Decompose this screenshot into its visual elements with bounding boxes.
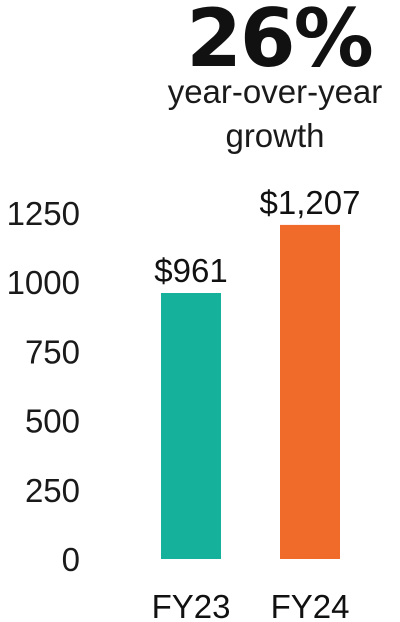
growth-subtitle-line-2: growth (225, 117, 324, 154)
y-tick-label: 250 (25, 472, 80, 509)
value-label-fy23: $961 (154, 252, 227, 289)
y-tick-label: 1250 (7, 195, 80, 232)
y-tick-label: 750 (25, 333, 80, 370)
bar-fy24 (280, 224, 340, 559)
y-tick-label: 1000 (7, 264, 80, 301)
value-label-fy24: $1,207 (260, 184, 361, 221)
value-labels: $961 $1,207 (154, 184, 360, 289)
growth-percentage: 26% (186, 0, 371, 85)
bar-fy23 (161, 292, 221, 559)
category-label-fy24: FY24 (271, 588, 350, 622)
y-tick-label: 500 (25, 403, 80, 440)
category-label-fy23: FY23 (152, 588, 231, 622)
x-axis-categories: FY23 FY24 (152, 588, 350, 622)
bars (161, 224, 340, 559)
y-axis-ticks: 0 250 500 750 1000 1250 (7, 195, 80, 578)
growth-subtitle-line-1: year-over-year (168, 73, 383, 110)
y-tick-label: 0 (62, 541, 80, 578)
